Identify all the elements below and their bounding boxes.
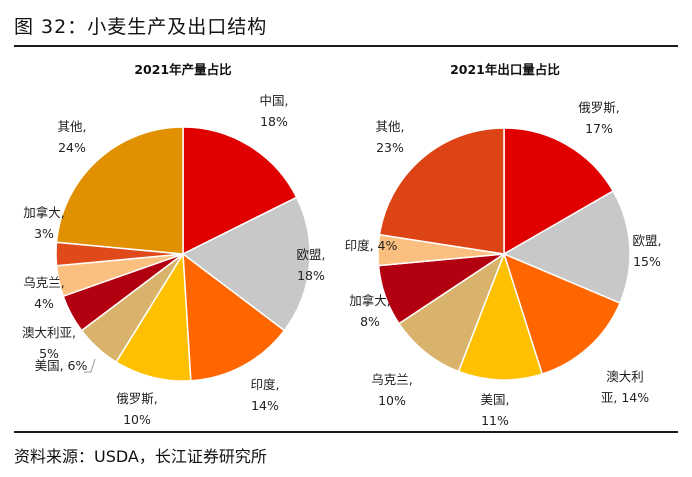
slice-label-line: 加拿大, <box>23 205 64 220</box>
slice-label-line: 24% <box>58 140 86 155</box>
slice-label-1-7: 其他, 23% <box>376 119 405 155</box>
slice-label-line: 中国, <box>260 93 289 108</box>
slice-label-line: 8% <box>360 314 380 329</box>
slice-label-line: 美国, 6% <box>35 358 88 373</box>
pie-slice-1-0 <box>503 127 615 256</box>
slice-label-line: 17% <box>585 121 613 136</box>
slice-label-line: 澳大利 <box>606 369 644 384</box>
slice-label-0-6: 乌克兰, 4% <box>23 275 64 311</box>
slice-label-0-1: 欧盟, 18% <box>297 247 326 283</box>
slice-label-line: 14% <box>251 398 279 413</box>
slice-label-line: 印度, <box>251 377 280 392</box>
leader-line-0-4 <box>84 358 96 373</box>
slice-label-0-2: 印度, 14% <box>251 377 280 413</box>
pie-slice-1-7 <box>378 127 505 255</box>
slice-label-line: 俄罗斯, <box>116 391 157 406</box>
slice-label-1-2: 澳大利亚, 14% <box>601 369 649 405</box>
slice-label-0-4: 美国, 6% <box>35 358 88 373</box>
slice-label-line: 5% <box>39 346 59 361</box>
slice-label-line: 亚, 14% <box>601 390 649 405</box>
slice-label-1-4: 乌克兰, 10% <box>371 372 412 408</box>
slice-label-0-5: 澳大利亚, 5% <box>22 325 76 361</box>
pie-slice-1-4 <box>397 252 506 373</box>
slice-label-1-6: 印度, 4% <box>345 238 398 253</box>
slice-label-line: 其他, <box>376 119 405 134</box>
slice-label-1-5: 加拿大, 8% <box>349 293 390 329</box>
slice-label-0-8: 其他, 24% <box>58 119 87 155</box>
pie-slice-0-3 <box>115 251 192 382</box>
slice-label-line: 18% <box>297 268 325 283</box>
pie-slice-1-1 <box>502 189 631 305</box>
slice-label-line: 15% <box>633 254 661 269</box>
export-chart-title: 2021年出口量占比 <box>450 62 560 77</box>
slice-label-0-3: 俄罗斯, 10% <box>116 391 157 427</box>
export-pie-chart: 2021年出口量占比 俄罗斯, 17% 欧盟, 15% 澳大利亚, 14% 美国, 11% 乌… <box>345 62 662 428</box>
slice-label-line: 欧盟, <box>633 233 662 248</box>
slice-label-line: 11% <box>481 413 509 428</box>
production-pie-chart: 2021年产量占比 中国, 18% 欧盟, 18% 印度, 14% 俄罗斯, 10% 美国, 6… <box>22 62 325 427</box>
slice-label-line: 欧盟, <box>297 247 326 262</box>
pie-slice-1-3 <box>457 251 544 381</box>
slice-label-line: 其他, <box>58 119 87 134</box>
slice-label-line: 乌克兰, <box>23 275 64 290</box>
pie-slice-0-2 <box>182 252 286 382</box>
figure-title: 图 32：小麦生产及出口结构 <box>14 16 268 38</box>
bottom-rule <box>14 431 678 433</box>
source-note: 资料来源：USDA，长江证券研究所 <box>14 447 267 466</box>
slice-label-0-0: 中国, 18% <box>260 93 289 129</box>
slice-label-line: 4% <box>34 296 54 311</box>
pie-slice-0-1 <box>181 196 311 332</box>
slice-label-line: 俄罗斯, <box>578 100 619 115</box>
slice-label-line: 23% <box>376 140 404 155</box>
slice-label-line: 美国, <box>481 392 510 407</box>
pie-slice-0-0 <box>182 126 298 256</box>
slice-label-line: 10% <box>123 412 151 427</box>
production-chart-title: 2021年产量占比 <box>134 62 232 77</box>
slice-label-1-1: 欧盟, 15% <box>633 233 662 269</box>
pie-slice-0-8 <box>55 126 184 255</box>
slice-label-line: 加拿大, <box>349 293 390 308</box>
slice-label-1-3: 美国, 11% <box>481 392 510 428</box>
slice-label-line: 印度, 4% <box>345 238 398 253</box>
slice-label-0-7: 加拿大, 3% <box>23 205 64 241</box>
top-rule <box>14 45 678 47</box>
slice-label-line: 18% <box>260 114 288 129</box>
slice-label-1-0: 俄罗斯, 17% <box>578 100 619 136</box>
slice-label-line: 澳大利亚, <box>22 325 76 340</box>
slice-label-line: 10% <box>378 393 406 408</box>
slice-label-line: 3% <box>34 226 54 241</box>
slice-label-line: 乌克兰, <box>371 372 412 387</box>
